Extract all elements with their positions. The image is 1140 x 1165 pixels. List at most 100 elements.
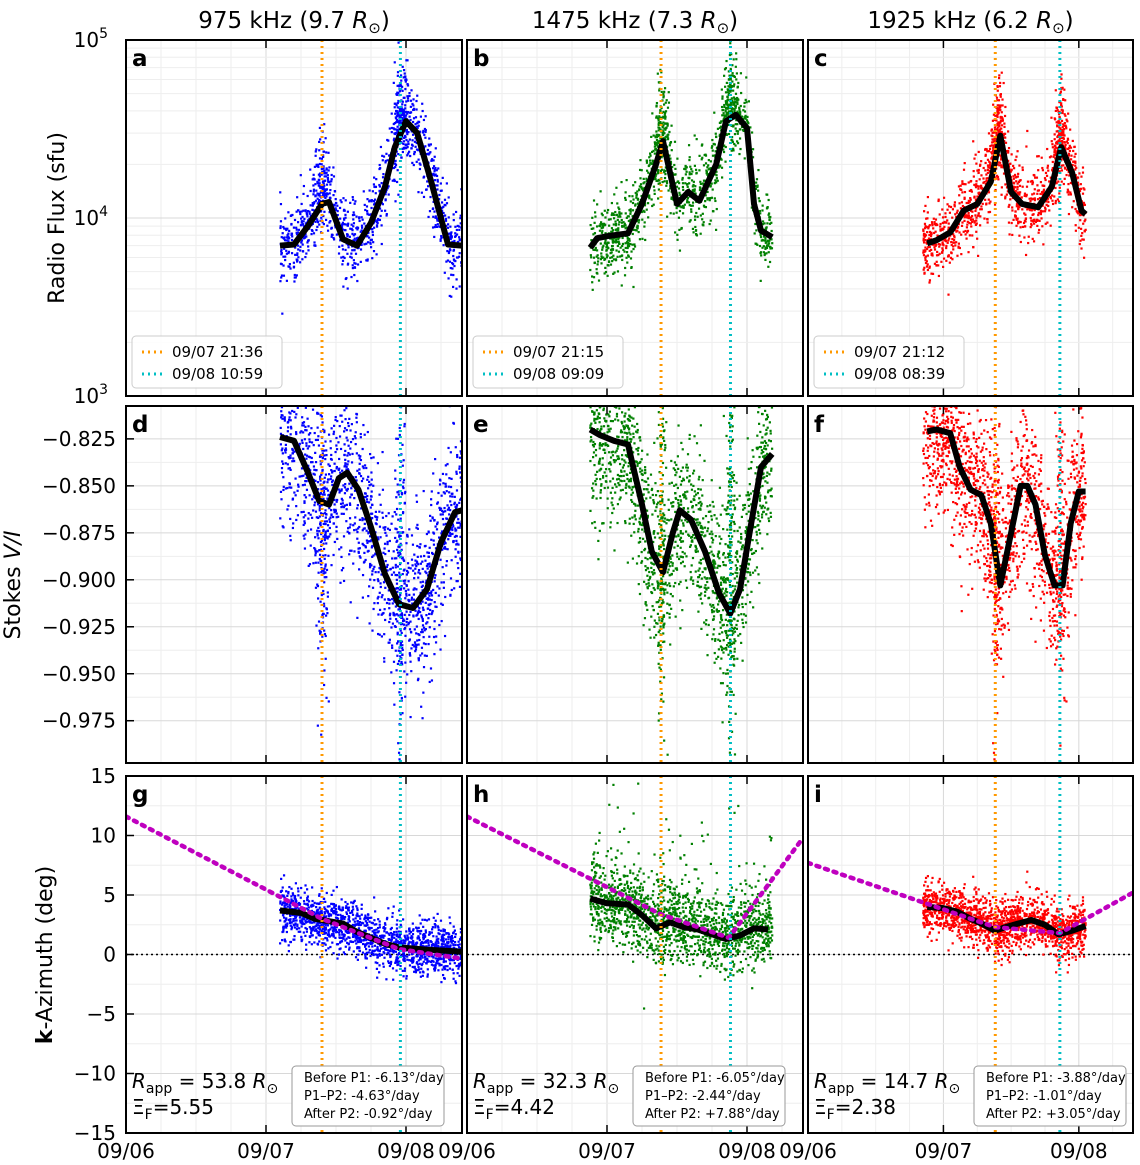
data-point: [472, 259, 474, 261]
data-point: [451, 263, 455, 266]
data-point: [342, 209, 346, 212]
data-point: [431, 943, 435, 946]
data-point: [457, 940, 460, 943]
data-point: [327, 554, 330, 557]
data-point: [317, 488, 320, 491]
data-point: [294, 882, 298, 885]
data-point: [448, 531, 452, 535]
data-point: [357, 527, 360, 530]
data-point: [469, 938, 471, 940]
data-point: [371, 555, 374, 558]
data-point: [329, 945, 332, 949]
data-point: [393, 128, 396, 131]
data-point: [415, 625, 418, 628]
data-point: [468, 962, 470, 964]
data-point: [295, 505, 298, 508]
data-point: [457, 944, 460, 947]
data-point: [354, 437, 357, 440]
data-point: [415, 943, 418, 946]
data-point: [351, 913, 355, 916]
data-point: [435, 174, 439, 178]
data-point: [358, 946, 361, 949]
data-point: [406, 143, 409, 146]
data-point: [316, 180, 319, 183]
data-point: [421, 617, 424, 621]
data-point: [458, 946, 461, 949]
data-point: [367, 501, 371, 504]
data-point: [309, 544, 312, 547]
data-point: [421, 560, 424, 563]
data-point: [280, 274, 284, 277]
data-point: [295, 210, 298, 213]
data-point: [312, 465, 316, 468]
data-point: [354, 935, 357, 938]
data-point: [336, 204, 339, 207]
data-point: [323, 922, 327, 926]
data-point: [423, 918, 427, 921]
data-point: [291, 397, 293, 399]
data-point: [423, 545, 427, 548]
data-point: [288, 418, 291, 421]
data-point: [405, 542, 408, 545]
data-point: [715, 177, 718, 180]
data-point: [416, 611, 420, 614]
data-point: [337, 515, 340, 518]
data-point: [330, 453, 333, 457]
data-point: [426, 152, 429, 155]
data-point: [312, 209, 316, 212]
data-point: [455, 233, 459, 236]
data-point: [384, 948, 387, 951]
data-point: [394, 940, 397, 943]
data-point: [289, 419, 292, 422]
data-point: [394, 605, 397, 608]
data-point: [323, 520, 327, 523]
data-point: [316, 908, 320, 911]
data-point: [394, 649, 397, 652]
data-point: [440, 602, 443, 605]
data-point: [435, 960, 439, 963]
data-point: [471, 248, 473, 250]
data-point: [426, 968, 429, 971]
data-point: [306, 895, 310, 898]
data-point: [369, 578, 372, 581]
data-point: [308, 919, 311, 923]
data-point: [332, 889, 335, 892]
data-point: [318, 894, 321, 897]
data-point: [357, 454, 360, 457]
data-point: [316, 225, 319, 228]
data-point: [415, 564, 418, 568]
data-point: [370, 916, 373, 919]
data-point: [283, 419, 286, 422]
data-point: [300, 223, 303, 227]
data-point: [438, 536, 441, 539]
data-point: [391, 622, 395, 625]
data-point: [314, 548, 317, 551]
data-point: [341, 499, 344, 502]
data-point: [347, 246, 350, 249]
data-point: [454, 534, 458, 538]
data-point: [372, 950, 375, 953]
data-point: [369, 452, 372, 456]
data-point: [329, 913, 333, 916]
data-point: [456, 562, 459, 565]
data-point: [441, 509, 444, 513]
data-point: [400, 121, 403, 124]
data-point: [313, 473, 316, 476]
data-point: [404, 78, 407, 82]
data-point: [327, 929, 330, 932]
data-point: [329, 189, 332, 192]
data-point: [398, 941, 401, 944]
data-point: [473, 229, 475, 231]
data-point: [341, 259, 345, 262]
data-point: [409, 567, 412, 570]
data-point: [448, 962, 452, 965]
data-point: [354, 252, 358, 255]
data-point: [445, 490, 448, 493]
data-point: [315, 923, 318, 926]
data-point: [350, 549, 353, 552]
data-point: [414, 137, 417, 140]
data-point: [320, 929, 323, 932]
data-point: [380, 242, 383, 246]
data-point: [435, 522, 439, 526]
data-point: [315, 228, 318, 232]
